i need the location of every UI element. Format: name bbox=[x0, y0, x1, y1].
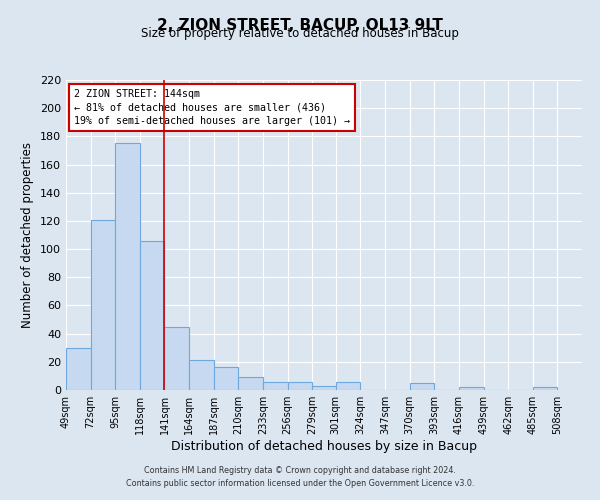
Bar bbox=[214, 368, 238, 390]
Bar bbox=[66, 348, 91, 390]
Text: Size of property relative to detached houses in Bacup: Size of property relative to detached ho… bbox=[141, 28, 459, 40]
Bar bbox=[312, 386, 337, 390]
Y-axis label: Number of detached properties: Number of detached properties bbox=[22, 142, 34, 328]
Text: Contains HM Land Registry data © Crown copyright and database right 2024.
Contai: Contains HM Land Registry data © Crown c… bbox=[126, 466, 474, 487]
X-axis label: Distribution of detached houses by size in Bacup: Distribution of detached houses by size … bbox=[171, 440, 477, 453]
Bar bbox=[336, 382, 361, 390]
Bar bbox=[533, 387, 557, 390]
Bar bbox=[410, 383, 434, 390]
Bar bbox=[189, 360, 214, 390]
Bar bbox=[263, 382, 287, 390]
Bar bbox=[238, 378, 263, 390]
Bar bbox=[140, 240, 164, 390]
Bar bbox=[459, 387, 484, 390]
Bar bbox=[287, 382, 312, 390]
Text: 2, ZION STREET, BACUP, OL13 9LT: 2, ZION STREET, BACUP, OL13 9LT bbox=[157, 18, 443, 32]
Text: 2 ZION STREET: 144sqm
← 81% of detached houses are smaller (436)
19% of semi-det: 2 ZION STREET: 144sqm ← 81% of detached … bbox=[74, 90, 350, 126]
Bar bbox=[115, 144, 140, 390]
Bar bbox=[91, 220, 115, 390]
Bar bbox=[164, 326, 189, 390]
